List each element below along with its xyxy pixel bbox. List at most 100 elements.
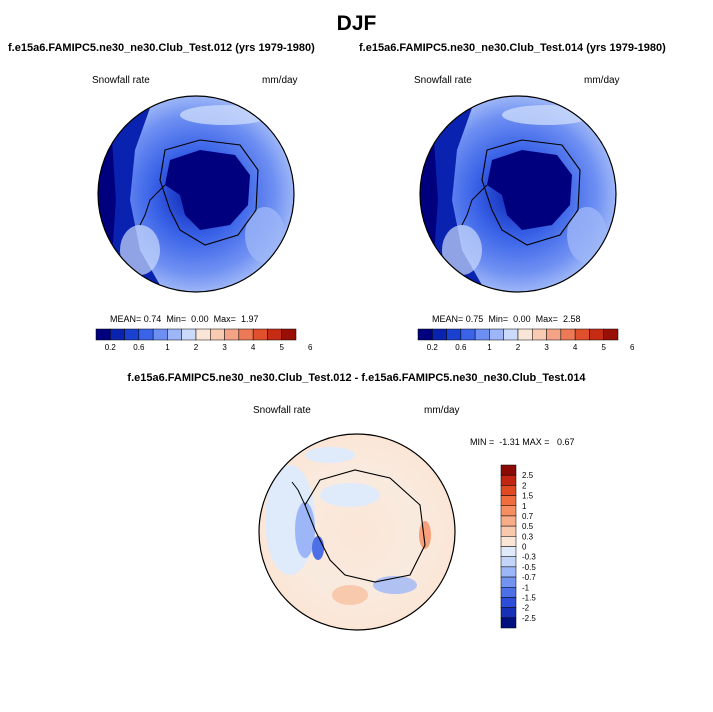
colorbar-swatch (195, 328, 211, 341)
diff-colorbar-tick-label: -2 (522, 604, 530, 613)
diff-colorbar-tick-label: -0.5 (522, 563, 536, 572)
colorbar-swatch (224, 328, 240, 341)
colorbar-tick-label: 0.6 (133, 343, 145, 352)
colorbar-swatch (110, 328, 125, 341)
left-min-value: 0.00 (191, 314, 209, 324)
diff-colorbar-swatch (500, 576, 517, 588)
diff-units-label: mm/day (424, 405, 460, 416)
diff-minmax: MIN = -1.31 MAX = 0.67 (470, 437, 575, 447)
left-mean-value: 0.74 (143, 314, 162, 324)
diff-colorbar-swatch (500, 536, 517, 547)
colorbar-swatch (138, 328, 154, 341)
diff-colorbar-swatch (500, 546, 517, 557)
colorbar-swatch (238, 328, 254, 341)
left-stats: MEAN= 0.74 Min= 0.00 Max= 1.97 (110, 314, 259, 324)
diff-colorbar-tick-label: -2.5 (522, 614, 536, 623)
left-units-label: mm/day (262, 75, 298, 86)
right-antarctica-interior (487, 150, 572, 230)
diff-colorbar-swatch (500, 495, 517, 506)
colorbar-swatch (252, 328, 268, 341)
diff-colorbar-swatch (500, 525, 517, 537)
colorbar-tick-label: 0.6 (455, 343, 467, 352)
colorbar-tick-label: 4 (251, 343, 256, 352)
difference-polar-map (259, 434, 455, 630)
colorbar-tick-label: 5 (601, 343, 606, 352)
colorbar-swatch (489, 328, 504, 341)
colorbar-tick-label: 2 (516, 343, 521, 352)
left-map-border (97, 95, 295, 293)
diff-variable-label: Snowfall rate (253, 405, 311, 416)
right-variable-label: Snowfall rate (414, 75, 472, 86)
colorbar-tick-label: 2 (194, 343, 199, 352)
colorbar-tick-label: 1 (165, 343, 170, 352)
colorbar-swatch (503, 328, 519, 341)
colorbar-tick-label: 6 (308, 343, 313, 352)
diff-colorbar-tick-label: -1.5 (522, 593, 536, 602)
right-colorbar: 0.2 0.6 1 2 3 4 5 6 (417, 328, 635, 352)
diff-colorbar-tick-label: 1.5 (522, 492, 534, 501)
diff-colorbar-tick-label: 0.5 (522, 522, 534, 531)
colorbar-swatch (152, 328, 168, 341)
colorbar-swatch (589, 328, 604, 341)
colorbar-swatch (603, 328, 619, 341)
diff-colorbar-tick-label: 0 (522, 543, 527, 552)
colorbar-tick-label: 5 (279, 343, 284, 352)
diff-colorbar-tick-label: 2.5 (522, 471, 534, 480)
colorbar-swatch (124, 328, 140, 341)
difference-colorbar: 2.52 1.510.70.50.3 0-0.3-0.5-0.7-1-1.5 -2-2… (500, 464, 536, 629)
colorbar-tick-label: 6 (630, 343, 635, 352)
right-mean-value: 0.75 (465, 314, 484, 324)
right-coastline (481, 139, 581, 246)
left-coastline (159, 139, 259, 246)
difference-title: f.e15a6.FAMIPC5.ne30_ne30.Club_Test.012 … (127, 372, 586, 384)
left-variable-label: Snowfall rate (92, 75, 150, 86)
colorbar-tick-label: 4 (573, 343, 578, 352)
colorbar-swatch (432, 328, 447, 341)
colorbar-tick-label: 0.2 (105, 343, 117, 352)
left-polar-map (98, 96, 294, 292)
colorbar-swatch (560, 328, 576, 341)
right-panel-subtitle: f.e15a6.FAMIPC5.ne30_ne30.Club_Test.014 … (359, 42, 666, 54)
diff-colorbar-swatch (500, 515, 517, 527)
diff-colorbar-swatch (500, 505, 517, 517)
colorbar-swatch (574, 328, 590, 341)
left-panel-subtitle: f.e15a6.FAMIPC5.ne30_ne30.Club_Test.012 … (8, 42, 315, 54)
diff-colorbar-swatch (500, 617, 517, 629)
colorbar-swatch (210, 328, 225, 341)
right-min-value: 0.00 (513, 314, 531, 324)
diff-colorbar-tick-label: 0.3 (522, 532, 534, 541)
season-title: DJF (336, 12, 377, 35)
right-map-border (419, 95, 617, 293)
right-max-value: 2.58 (562, 314, 581, 324)
colorbar-swatch (181, 328, 197, 341)
diff-colorbar-swatch (500, 597, 517, 608)
right-stats: MEAN= 0.75 Min= 0.00 Max= 2.58 (432, 314, 581, 324)
colorbar-tick-label: 0.2 (427, 343, 439, 352)
colorbar-tick-label: 1 (487, 343, 492, 352)
left-colorbar: 0.2 0.6 1 2 3 4 5 6 (95, 328, 313, 352)
colorbar-swatch (281, 328, 297, 341)
diff-map-border (258, 433, 456, 631)
diff-colorbar-swatch (500, 474, 517, 486)
diff-colorbar-tick-label: -0.3 (522, 553, 536, 562)
colorbar-swatch (167, 328, 182, 341)
colorbar-swatch (267, 328, 282, 341)
right-units-label: mm/day (584, 75, 620, 86)
diff-colorbar-swatch (500, 607, 517, 619)
colorbar-swatch (517, 328, 533, 341)
diff-colorbar-tick-label: -1 (522, 583, 530, 592)
diff-colorbar-tick-label: 1 (522, 502, 527, 511)
diff-colorbar-swatch (500, 464, 517, 476)
left-max-value: 1.97 (240, 314, 259, 324)
diff-colorbar-tick-label: 2 (522, 481, 527, 490)
colorbar-swatch (460, 328, 476, 341)
colorbar-swatch (532, 328, 547, 341)
diff-colorbar-tick-label: 0.7 (522, 512, 534, 521)
left-antarctica-interior (165, 150, 250, 230)
colorbar-swatch (417, 328, 433, 341)
colorbar-swatch (546, 328, 562, 341)
diff-colorbar-swatch (500, 587, 517, 598)
diff-colorbar-swatch (500, 556, 517, 568)
diff-colorbar-swatch (500, 566, 517, 578)
